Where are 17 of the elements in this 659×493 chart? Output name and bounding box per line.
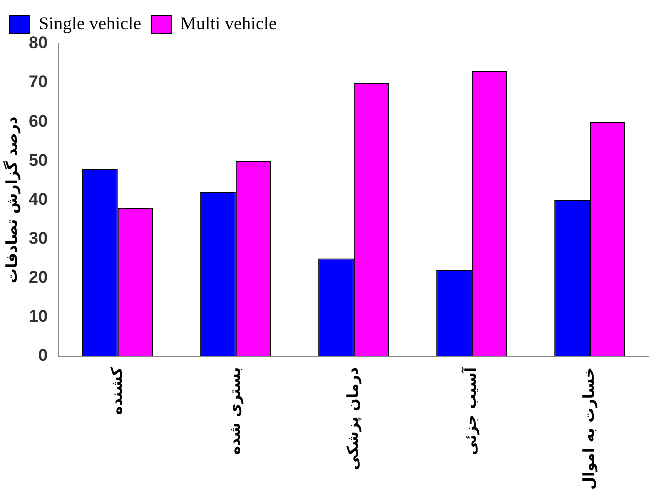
y-tick-label: 60 [28, 112, 48, 131]
y-tick-label: 50 [28, 150, 48, 170]
y-tick-label: 20 [28, 268, 48, 288]
x-tick-label: آسیب جزئی [460, 366, 480, 456]
x-tick-label: کشنده [108, 367, 126, 416]
x-tick-label: درمان پزشکی [344, 367, 362, 470]
legend-label: Single vehicle [39, 14, 142, 34]
x-tick-label: خسارت به اموال [580, 367, 598, 490]
y-tick-label: 70 [28, 72, 48, 92]
y-tick-label: 40 [28, 190, 48, 209]
y-tick-label: 80 [28, 34, 48, 53]
y-axis-title: درصد گزارش تصادفات [2, 116, 21, 284]
y-tick-label: 0 [38, 346, 48, 366]
legend-label: Multi vehicle [180, 14, 277, 34]
y-tick-label: 10 [28, 307, 48, 326]
y-tick-label: 30 [28, 228, 48, 248]
x-tick-label: بستری شده [226, 367, 244, 456]
